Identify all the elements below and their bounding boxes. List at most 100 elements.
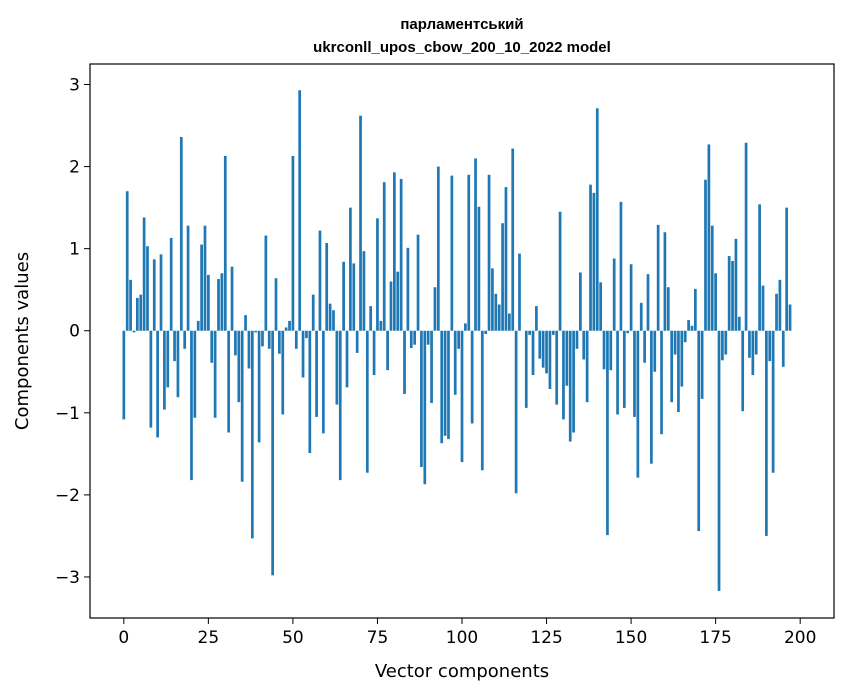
bar (538, 330, 542, 359)
bar (156, 330, 159, 438)
bar (751, 330, 755, 376)
bar (335, 330, 339, 405)
bar (535, 306, 538, 331)
bar (443, 330, 447, 436)
bar (129, 279, 132, 331)
bar (433, 287, 437, 331)
bar (325, 242, 329, 331)
bar (741, 330, 745, 412)
y-tick-label: −3 (55, 568, 80, 588)
bar (619, 201, 623, 331)
bar (264, 235, 268, 331)
bar (680, 330, 684, 387)
bar (470, 330, 474, 424)
bar (298, 90, 302, 331)
bar (389, 281, 393, 331)
bar (450, 175, 454, 331)
x-tick-label: 175 (699, 628, 731, 648)
bar (775, 293, 778, 331)
bar (332, 310, 335, 331)
bar (771, 330, 775, 473)
bar (460, 330, 464, 463)
bar (487, 174, 491, 331)
bar (386, 330, 389, 371)
bar (595, 108, 599, 331)
bar (687, 320, 690, 331)
bar (524, 330, 528, 408)
bar (666, 287, 670, 331)
bar (579, 272, 582, 331)
bar (159, 254, 163, 331)
chart-title-line-2: ukrconll_upos_cbow_200_10_2022 model (313, 39, 611, 56)
bar (663, 232, 667, 331)
bar (768, 330, 772, 362)
bar (565, 330, 569, 386)
bar (210, 330, 214, 363)
bar (399, 178, 403, 331)
bar (585, 330, 589, 403)
bar (710, 225, 714, 331)
bar (271, 330, 274, 576)
bar (457, 330, 460, 349)
x-tick-label: 150 (615, 628, 647, 648)
bar (352, 263, 356, 331)
bar (406, 247, 410, 331)
x-tick-label: 50 (282, 628, 304, 648)
bar (653, 330, 657, 372)
bar (602, 330, 606, 370)
bar (281, 330, 285, 415)
bar (636, 330, 640, 478)
bar (196, 320, 200, 331)
bar (359, 115, 362, 331)
y-tick-label: −1 (55, 404, 80, 424)
bar (247, 330, 251, 369)
bar (342, 261, 345, 331)
bar (278, 330, 281, 354)
bar (166, 330, 170, 388)
bar (349, 207, 352, 331)
bar (599, 282, 603, 331)
bar (267, 330, 271, 349)
bar (240, 330, 244, 482)
x-tick-label: 200 (784, 628, 816, 648)
bar (220, 273, 224, 331)
bar (785, 207, 789, 331)
bar (721, 330, 724, 361)
bar (778, 279, 782, 331)
bar (190, 330, 193, 481)
bar (257, 330, 261, 443)
bar (376, 218, 379, 331)
bar (420, 330, 423, 467)
bar (403, 330, 406, 394)
bar (504, 187, 508, 331)
bar (491, 268, 494, 331)
bar (139, 294, 143, 331)
bar (765, 330, 768, 536)
bar (464, 323, 467, 331)
bar-series (122, 90, 792, 591)
bar (440, 330, 444, 444)
x-tick-label: 75 (367, 628, 389, 648)
x-tick-label: 0 (118, 628, 129, 648)
bar (758, 204, 761, 331)
bar (223, 155, 227, 331)
bar (555, 330, 559, 405)
x-tick-label: 100 (446, 628, 478, 648)
bar (355, 330, 359, 353)
bar (430, 330, 433, 403)
bar (545, 330, 548, 374)
bar (650, 330, 653, 464)
bar (781, 330, 785, 367)
bar (244, 315, 247, 331)
bar (250, 330, 254, 539)
bar (284, 327, 288, 331)
bar (541, 330, 545, 368)
bar (261, 330, 264, 347)
bar (152, 259, 156, 331)
bar (609, 330, 613, 371)
bar (704, 179, 707, 331)
bar (132, 330, 136, 333)
bar (677, 330, 680, 412)
bar (179, 137, 183, 331)
bar (562, 330, 565, 420)
